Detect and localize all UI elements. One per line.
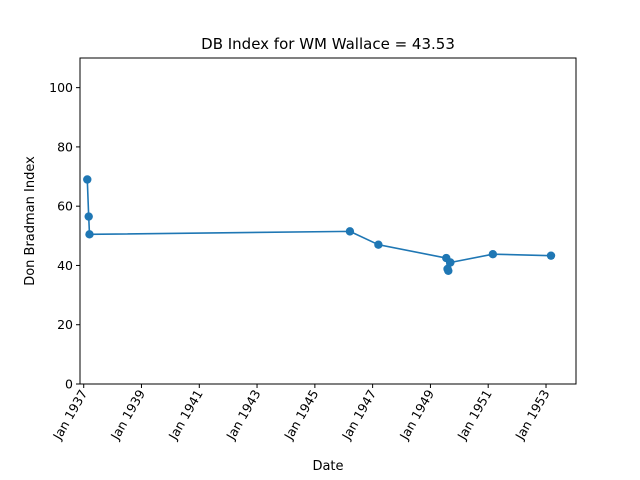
- x-tick-label: Jan 1951: [454, 387, 495, 443]
- y-tick-label: 0: [65, 377, 73, 392]
- series-line: [86, 178, 552, 272]
- y-tick-label: 80: [57, 139, 73, 154]
- x-tick-label: Jan 1949: [396, 387, 437, 443]
- x-tick-label: Jan 1953: [512, 387, 553, 443]
- data-point: [374, 240, 383, 249]
- data-point: [488, 249, 498, 259]
- x-tick-label: Jan 1947: [338, 387, 379, 443]
- x-tick-label: Jan 1939: [107, 387, 148, 443]
- chart-title: DB Index for WM Wallace = 43.53: [201, 35, 455, 53]
- y-tick-label: 100: [49, 80, 73, 95]
- data-point: [546, 251, 556, 260]
- x-axis-title: Date: [312, 459, 343, 474]
- data-point: [83, 175, 92, 184]
- data-point: [444, 266, 453, 275]
- data-point: [446, 258, 455, 267]
- y-tick-label: 20: [57, 317, 73, 332]
- y-axis: 0 20 40 60 80 100: [49, 80, 80, 392]
- y-tick-label: 60: [57, 199, 73, 214]
- data-point: [85, 230, 94, 239]
- x-axis: Jan 1937 Jan 1939 Jan 1941 Jan 1943 Jan 1945…: [49, 384, 553, 443]
- x-tick-label: Jan 1937: [49, 387, 90, 443]
- y-tick-label: 40: [57, 258, 73, 273]
- data-point: [345, 227, 355, 236]
- y-axis-title: Don Bradman Index: [23, 156, 38, 286]
- x-tick-label: Jan 1941: [165, 387, 206, 443]
- data-point: [84, 212, 93, 221]
- x-tick-label: Jan 1943: [223, 387, 264, 443]
- x-tick-label: Jan 1945: [280, 387, 321, 443]
- plot-frame: [79, 57, 577, 385]
